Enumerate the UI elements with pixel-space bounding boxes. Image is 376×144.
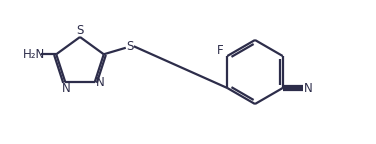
Text: N: N bbox=[62, 82, 71, 95]
Text: N: N bbox=[304, 82, 313, 94]
Text: F: F bbox=[217, 44, 224, 57]
Text: S: S bbox=[126, 40, 133, 53]
Text: H₂N: H₂N bbox=[23, 48, 45, 61]
Text: N: N bbox=[96, 76, 105, 89]
Text: S: S bbox=[76, 24, 84, 37]
